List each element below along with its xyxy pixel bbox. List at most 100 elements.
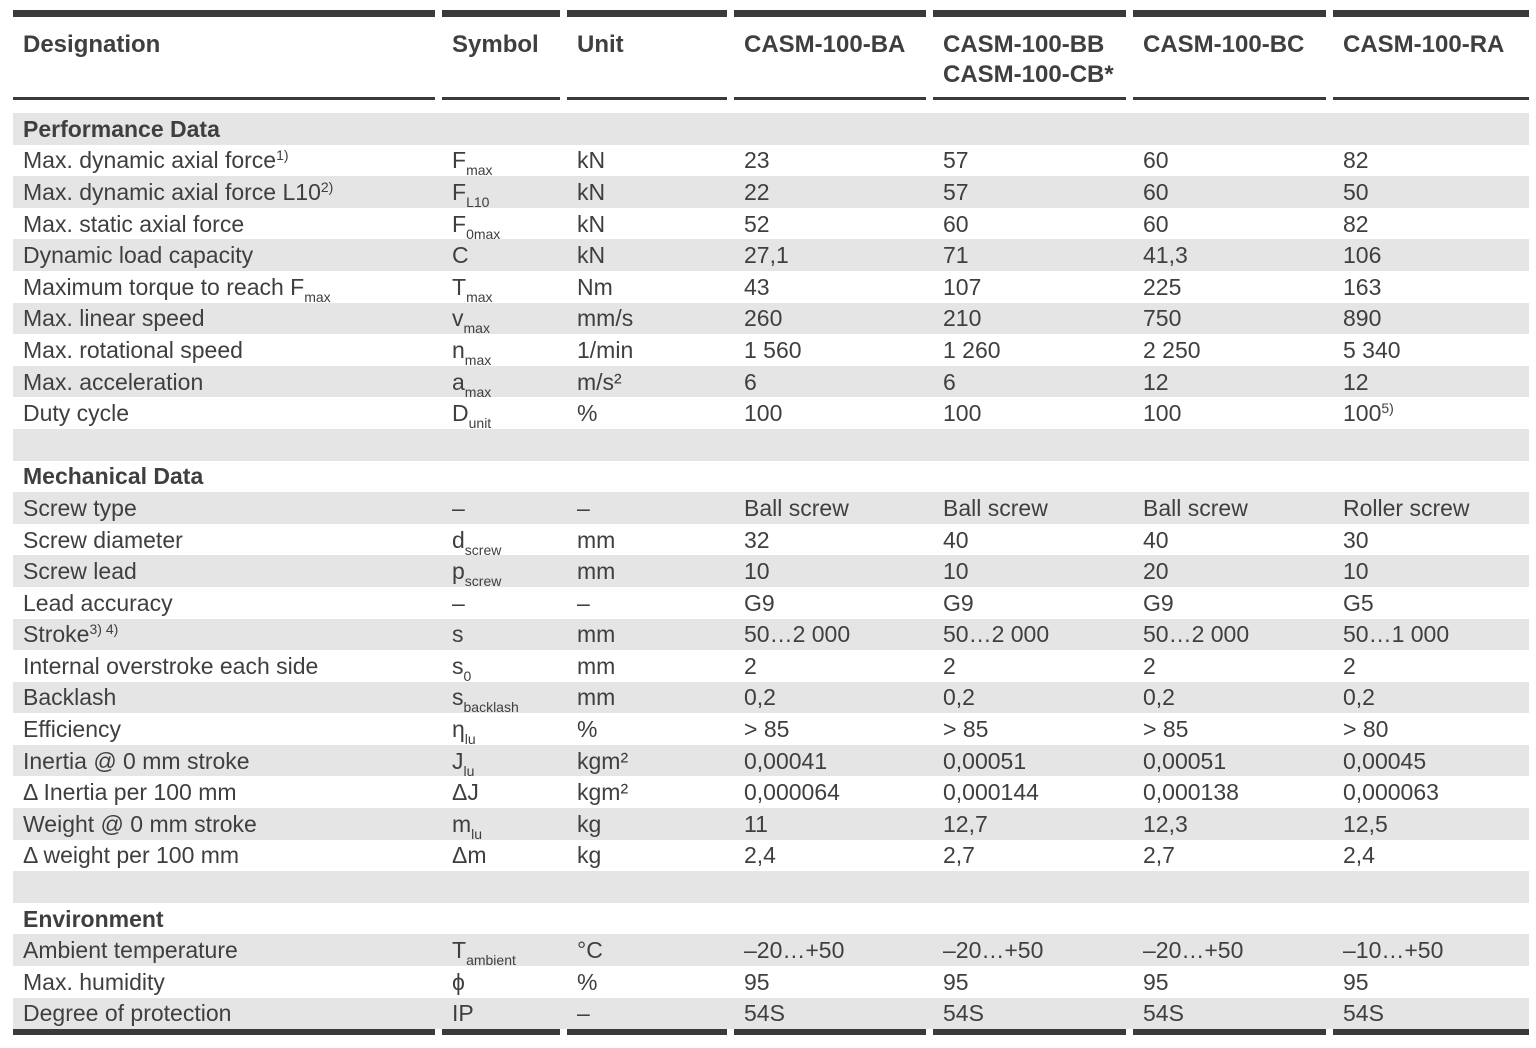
table-top-border	[13, 10, 1529, 17]
designation-cell: Efficiency	[23, 716, 122, 743]
rule-segment	[1333, 10, 1529, 17]
value-cell: 2	[1143, 652, 1156, 679]
unit-cell: mm/s	[577, 305, 634, 332]
table-row: Max. static axial force F0max kN 52 60 60 82	[13, 208, 1529, 241]
designation-cell: Δ weight per 100 mm	[23, 842, 240, 869]
value-cell: 1005)	[1343, 400, 1394, 427]
rule-segment	[734, 10, 926, 17]
symbol-cell: ηlu	[452, 716, 476, 748]
section-title: Environment	[23, 905, 164, 932]
product-name: CASM-100-BB	[943, 31, 1105, 58]
value-cell: 54S	[943, 1000, 984, 1027]
value-cell: –20…+50	[1143, 937, 1244, 964]
subscript: L10	[466, 193, 490, 210]
rule-segment	[567, 97, 727, 100]
table-row: Internal overstroke each side s0 mm 2 2 2 2	[13, 650, 1529, 684]
value-cell: 225	[1143, 273, 1182, 300]
designation-cell: Max. linear speed	[23, 305, 205, 332]
value-cell: 50	[1343, 178, 1369, 205]
designation-cell: Max. humidity	[23, 968, 165, 995]
product-name: CASM-100-RA	[1343, 31, 1505, 58]
value-cell: 32	[744, 526, 770, 553]
designation-cell: Max. static axial force	[23, 210, 245, 237]
header-designation: Designation	[13, 17, 435, 97]
value-cell: 0,000064	[744, 779, 840, 806]
value-cell: 1 260	[943, 336, 1001, 363]
table-header-row: Designation Symbol Unit CASM-100-BA CASM…	[13, 17, 1529, 97]
value-cell: 43	[744, 273, 770, 300]
value-cell: Ball screw	[1143, 494, 1248, 521]
value-cell: 890	[1343, 305, 1382, 332]
value-cell: 210	[943, 305, 982, 332]
product-name: CASM-100-CB*	[943, 61, 1114, 88]
value-cell: 0,00045	[1343, 747, 1427, 774]
value-cell: 0,2	[1143, 684, 1175, 711]
value-cell: –20…+50	[943, 937, 1044, 964]
designation-cell: Duty cycle	[23, 400, 130, 427]
value-cell: 0,000138	[1143, 779, 1239, 806]
designation-cell: Weight @ 0 mm stroke	[23, 810, 257, 837]
value-cell: 95	[744, 968, 770, 995]
unit-cell: kgm²	[577, 779, 629, 806]
subscript: 0	[463, 667, 472, 684]
value-cell: 52	[744, 210, 770, 237]
designation-cell: Inertia @ 0 mm stroke	[23, 747, 250, 774]
value-cell: Ball screw	[943, 494, 1048, 521]
subscript: max	[464, 383, 492, 400]
value-cell: 2	[744, 652, 757, 679]
unit-cell: mm	[577, 652, 616, 679]
unit-cell: –	[577, 494, 590, 521]
designation-cell: Dynamic load capacity	[23, 242, 254, 269]
spacer-row	[13, 871, 1529, 903]
subscript: screw	[464, 573, 502, 590]
subscript: max	[464, 351, 492, 368]
value-cell: 10	[943, 558, 969, 585]
unit-cell: mm	[577, 684, 616, 711]
symbol-cell: ΔJ	[452, 779, 479, 806]
table-header-underline	[13, 97, 1529, 100]
subscript: max	[466, 162, 493, 179]
value-cell: 1 560	[744, 336, 802, 363]
rule-segment	[1333, 1029, 1529, 1036]
value-cell: 82	[1343, 210, 1369, 237]
table-row: Max. rotational speed nmax 1/min 1 560 1 260…	[13, 334, 1529, 368]
superscript: 5)	[1381, 400, 1394, 417]
designation-cell: Ambient temperature	[23, 937, 238, 964]
value-cell: 95	[943, 968, 969, 995]
unit-cell: %	[577, 400, 598, 427]
designation-cell: Stroke3) 4)	[23, 621, 119, 648]
value-cell: 0,2	[943, 684, 975, 711]
subscript: screw	[464, 541, 502, 558]
rule-segment	[442, 10, 560, 17]
designation-cell: Screw lead	[23, 558, 137, 585]
value-cell: 57	[943, 178, 969, 205]
section-title: Performance Data	[23, 115, 220, 142]
subscript: ambient	[466, 952, 516, 969]
subscript: max	[466, 288, 493, 305]
unit-cell: °C	[577, 937, 603, 964]
header-unit-label: Unit	[577, 31, 624, 58]
value-cell: 107	[943, 273, 982, 300]
subscript: lu	[471, 825, 483, 842]
value-cell: 12,5	[1343, 810, 1388, 837]
symbol-cell: IP	[452, 1000, 474, 1027]
designation-cell: Max. dynamic axial force1)	[23, 147, 289, 174]
table-row: Max. acceleration amax m/s² 6 6 12 12	[13, 365, 1529, 400]
value-cell: > 85	[943, 716, 989, 743]
header-product-casm-100-bb-cb: CASM-100-BB CASM-100-CB*	[933, 17, 1126, 97]
value-cell: 50…2 000	[943, 621, 1050, 648]
table-row: Duty cycle Dunit% 100 100 100 1005)	[13, 397, 1529, 430]
value-cell: 95	[1343, 968, 1369, 995]
value-cell: 12	[1143, 368, 1169, 395]
subscript: max	[304, 288, 331, 305]
value-cell: 260	[744, 305, 783, 332]
value-cell: 23	[744, 147, 770, 174]
rule-segment	[933, 1029, 1126, 1036]
header-designation-label: Designation	[23, 31, 161, 58]
table-row: Screw diameter dscrew mm 32 40 40 30	[13, 524, 1529, 558]
value-cell: 100	[943, 400, 982, 427]
table-row: Max. dynamic axial force1) Fmax kN 23 57 60 82	[13, 145, 1529, 177]
section-title: Mechanical Data	[23, 463, 204, 490]
designation-cell: Screw diameter	[23, 526, 183, 553]
